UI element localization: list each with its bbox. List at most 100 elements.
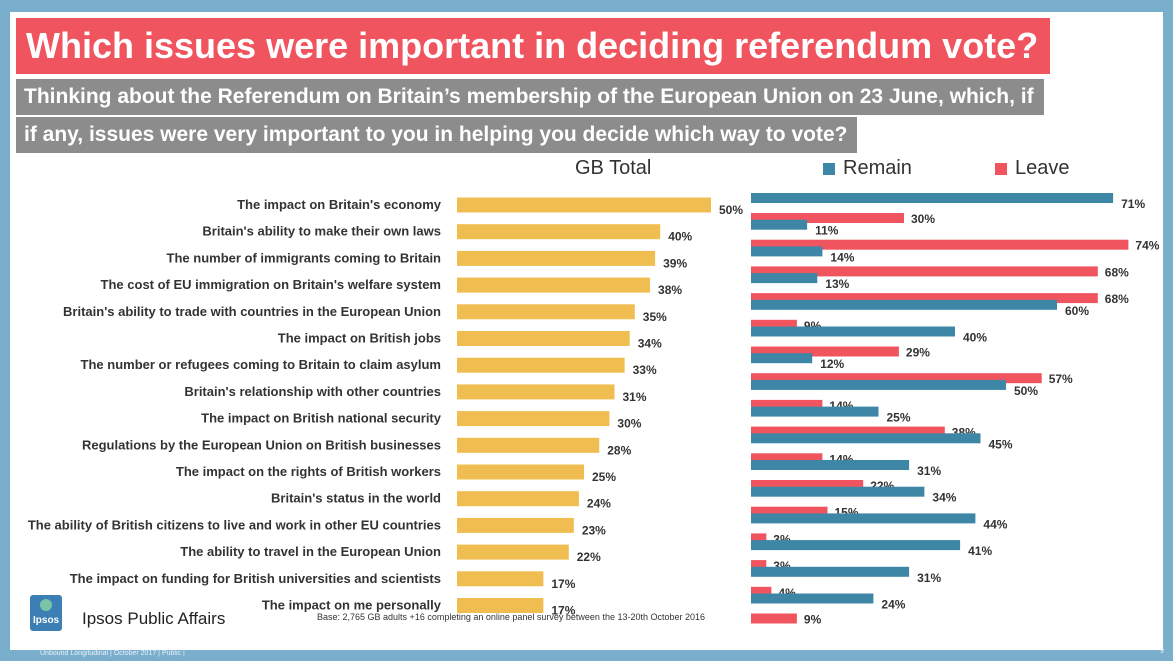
remain-bar xyxy=(751,193,1114,203)
category-label: Britain's relationship with other countr… xyxy=(184,384,441,399)
base-note: Base: 2,765 GB adults +16 completing an … xyxy=(317,612,706,622)
gb-total-value-label: 28% xyxy=(607,443,631,457)
remain-bar xyxy=(751,513,976,524)
legend-leave: Leave xyxy=(995,157,1070,180)
remain-bar xyxy=(751,460,910,470)
remain-value-label: 25% xyxy=(887,411,911,425)
leave-value-label: 9% xyxy=(804,613,822,627)
remain-bar xyxy=(751,326,955,337)
remain-bar xyxy=(751,219,808,230)
leave-bar xyxy=(751,373,1042,384)
category-label: The impact on me personally xyxy=(262,598,442,613)
leave-bar xyxy=(751,293,1098,304)
remain-bar xyxy=(751,406,879,417)
remain-bar xyxy=(751,540,961,551)
remain-bar xyxy=(751,273,818,284)
category-label: Britain's status in the world xyxy=(271,491,441,506)
remain-value-label: 71% xyxy=(1121,197,1145,211)
category-label: The impact on British national security xyxy=(201,411,442,426)
gb-total-value-label: 38% xyxy=(658,283,682,297)
leave-bar xyxy=(751,533,767,544)
gb-total-bar xyxy=(457,197,711,213)
remain-bar xyxy=(751,566,910,577)
remain-value-label: 50% xyxy=(1014,384,1038,398)
gb-total-bar xyxy=(457,437,600,453)
gb-total-bar xyxy=(457,277,651,293)
gb-total-bar xyxy=(457,571,544,587)
gb-total-bar xyxy=(457,544,569,560)
remain-value-label: 13% xyxy=(825,277,849,291)
remain-value-label: 40% xyxy=(963,331,987,345)
remain-bar xyxy=(751,379,1006,390)
leave-bar xyxy=(751,480,864,490)
page-title: Which issues were important in deciding … xyxy=(16,18,1051,74)
question-line-2: if any, issues were very important to yo… xyxy=(16,117,858,153)
gb-total-value-label: 34% xyxy=(638,337,662,351)
category-label: The impact on funding for British univer… xyxy=(70,571,441,586)
remain-value-label: 60% xyxy=(1065,304,1089,318)
remain-value-label: 45% xyxy=(989,437,1013,451)
leave-value-label: 74% xyxy=(1135,239,1159,253)
logo-shape-icon xyxy=(40,599,52,611)
leave-value-label: 68% xyxy=(1105,265,1129,279)
category-label: Regulations by the European Union on Bri… xyxy=(82,437,441,452)
category-label: The impact on the rights of British work… xyxy=(176,464,441,479)
gb-total-bar xyxy=(457,250,656,266)
leave-bar xyxy=(751,213,904,223)
leave-bar xyxy=(751,346,899,357)
gb-total-value-label: 39% xyxy=(663,256,687,270)
category-label: The ability of British citizens to live … xyxy=(28,517,441,532)
gb-total-value-label: 22% xyxy=(577,550,601,564)
remain-value-label: 14% xyxy=(830,250,854,264)
remain-bar xyxy=(751,246,823,257)
gb-total-value-label: 50% xyxy=(719,203,743,217)
remain-bar xyxy=(751,486,925,497)
gb-total-bar xyxy=(457,331,630,346)
gb-total-value-label: 33% xyxy=(633,363,657,377)
gb-total-value-label: 40% xyxy=(668,230,692,244)
gb-total-bar xyxy=(457,464,584,480)
leave-bar xyxy=(751,319,797,330)
category-label: Britain's ability to trade with countrie… xyxy=(63,304,441,319)
leave-bar xyxy=(751,506,828,517)
leave-bar xyxy=(751,560,767,571)
brand-name: Ipsos Public Affairs xyxy=(82,609,226,628)
remain-value-label: 44% xyxy=(983,517,1007,531)
gb-total-value-label: 31% xyxy=(622,390,646,404)
legend-remain-swatch xyxy=(823,162,835,175)
gb-total-value-label: 17% xyxy=(551,577,575,591)
footer-text: Unbound Longitudinal | October 2017 | Pu… xyxy=(40,650,185,657)
gb-total-value-label: 23% xyxy=(582,523,606,537)
gb-total-value-label: 24% xyxy=(587,497,611,511)
gb-total-bar xyxy=(457,357,625,373)
remain-bar xyxy=(751,353,813,364)
category-label: The impact on Britain's economy xyxy=(237,197,442,212)
leave-bar xyxy=(751,239,1129,250)
remain-value-label: 11% xyxy=(815,224,839,238)
remain-value-label: 31% xyxy=(917,571,941,585)
leave-bar xyxy=(751,613,797,624)
gb-total-bar xyxy=(457,517,574,533)
gb-total-chart-title: GB Total xyxy=(575,157,652,179)
remain-value-label: 31% xyxy=(917,464,941,478)
gb-total-bar xyxy=(457,598,544,613)
remain-bar xyxy=(751,299,1057,310)
legend-remain: Remain xyxy=(823,157,912,180)
logo-text: Ipsos xyxy=(33,615,60,626)
remain-bar xyxy=(751,433,981,444)
remain-value-label: 41% xyxy=(968,544,992,558)
gb-total-bar xyxy=(457,304,635,320)
category-label: The ability to travel in the European Un… xyxy=(180,544,441,559)
category-label: The number of immigrants coming to Brita… xyxy=(167,250,442,265)
legend-leave-label: Leave xyxy=(1015,157,1070,179)
leave-bar xyxy=(751,266,1098,277)
legend-leave-swatch xyxy=(995,162,1007,175)
category-label: The cost of EU immigration on Britain's … xyxy=(101,277,441,292)
question-line-1: Thinking about the Referendum on Britain… xyxy=(16,79,1044,115)
gb-total-bar xyxy=(457,384,615,400)
leave-bar xyxy=(751,399,823,410)
leave-bar xyxy=(751,586,772,597)
gb-total-bar xyxy=(457,491,579,507)
category-label: Britain's ability to make their own laws xyxy=(202,224,441,239)
